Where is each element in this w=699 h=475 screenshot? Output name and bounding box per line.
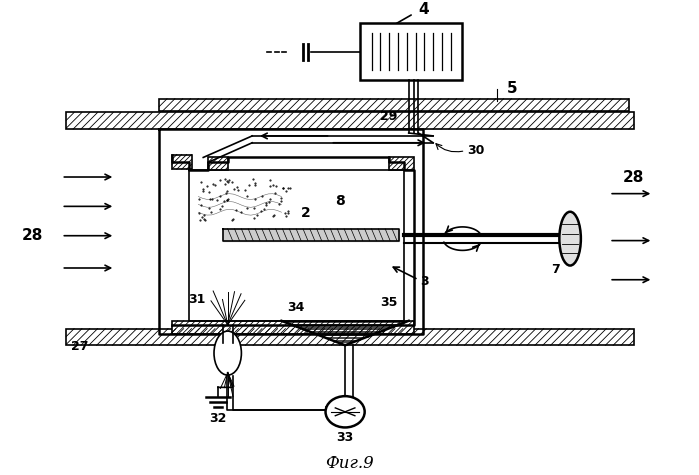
Text: 28: 28 [22, 228, 43, 243]
Text: 5: 5 [507, 82, 517, 96]
Text: 28: 28 [623, 170, 644, 184]
Text: 34: 34 [287, 301, 305, 314]
Bar [389, 157, 414, 170]
Text: 35: 35 [380, 296, 398, 309]
Polygon shape [223, 229, 399, 241]
Text: 8: 8 [336, 194, 345, 209]
Text: 4: 4 [419, 2, 429, 17]
Ellipse shape [559, 212, 581, 266]
Ellipse shape [214, 331, 241, 375]
Text: 7: 7 [551, 264, 560, 276]
Text: 3: 3 [420, 275, 429, 288]
Ellipse shape [326, 396, 365, 428]
Text: 27: 27 [71, 340, 89, 353]
Bar [172, 321, 414, 333]
Text: 31: 31 [188, 293, 205, 306]
Bar [172, 154, 192, 169]
Text: 2: 2 [301, 206, 311, 220]
Text: 33: 33 [336, 431, 354, 445]
Text: 32: 32 [209, 412, 226, 425]
Bar [159, 99, 629, 112]
Text: 30: 30 [468, 144, 485, 157]
Bar [66, 113, 634, 129]
Text: Фиг.9: Фиг.9 [324, 455, 373, 472]
Bar [360, 23, 463, 80]
Bar [208, 157, 228, 170]
Bar [66, 329, 634, 345]
Text: 29: 29 [380, 111, 398, 124]
